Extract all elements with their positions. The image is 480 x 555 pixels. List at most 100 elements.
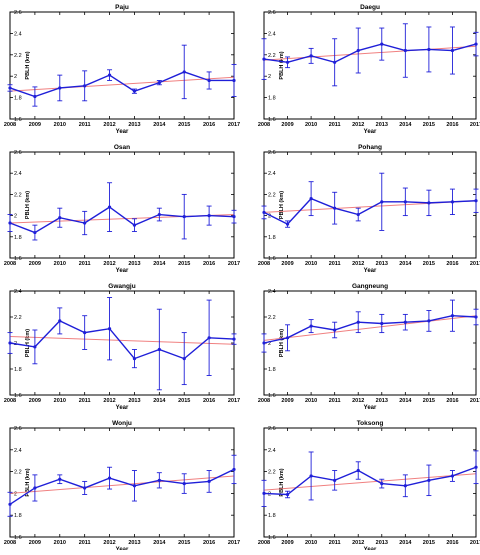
chart-title: Daegu [360,4,380,11]
data-point [33,345,37,349]
data-point [380,321,384,326]
x-tick-label: 2010 [305,122,317,128]
x-tick-label: 2016 [203,540,215,546]
data-point [309,197,313,201]
data-point [33,486,37,490]
y-tick-label: 2.2 [268,470,276,476]
data-point [309,54,313,58]
x-tick-label: 2010 [54,540,66,546]
x-tick-label: 2009 [281,540,293,546]
x-tick-label: 2016 [446,261,458,267]
x-tick-label: 2008 [4,122,16,128]
x-tick-label: 2016 [446,398,458,404]
data-point [107,476,112,480]
y-tick-label: 1.6 [14,393,22,399]
y-tick-label: 1.8 [268,235,276,241]
x-tick-label: 2013 [128,540,140,546]
data-point [58,216,62,220]
data-point [132,484,137,488]
x-tick-label: 2015 [178,122,190,128]
data-point [262,491,266,495]
y-tick-label: 1.8 [268,513,276,519]
x-tick-label: 2017 [470,261,480,267]
y-tick-label: 1.6 [14,256,22,262]
data-point [309,474,313,478]
y-tick-label: 1.8 [14,513,22,519]
x-tick-label: 2008 [258,261,270,267]
data-point [450,474,455,478]
y-tick-label: 2 [268,341,271,347]
data-point [8,502,12,506]
data-point [207,78,211,83]
x-tick-label: 2009 [29,540,41,546]
x-tick-label: 2009 [281,261,293,267]
data-point [182,481,186,486]
data-point [8,221,12,225]
chart-panel-osan: Osan 1.6 1.8 2 2.2 2.4 2.6 2008 2009 2010 2011 2012… [4,144,240,274]
data-point [474,315,478,319]
y-tick-label: 2.4 [268,171,276,177]
series-line [9,468,235,505]
data-point [58,477,62,481]
data-point [403,484,407,488]
y-tick-label: 1.8 [14,235,22,241]
data-point [157,212,161,217]
y-tick-label: 1.6 [268,256,276,262]
x-tick-label: 2010 [54,261,66,267]
y-tick-label: 1.6 [268,393,276,399]
x-tick-label: 2014 [153,261,166,267]
x-tick-label: 2017 [228,398,240,404]
x-tick-label: 2012 [103,261,115,267]
x-tick-label: 2016 [446,540,458,546]
y-tick-label: 2.6 [268,10,276,16]
data-point [356,48,360,53]
y-axis-label: PBLH (km) [279,191,285,219]
x-tick-label: 2013 [376,540,388,546]
data-point [427,201,431,205]
data-point [285,336,290,340]
y-tick-label: 2.2 [268,53,276,59]
y-tick-label: 2.6 [268,150,276,156]
data-point [474,42,478,46]
chart-panel-toksong: Toksong 1.6 1.8 2 2.2 2.4 2.6 2008 2009 2010 2011 2… [258,420,480,553]
data-point [380,200,384,204]
y-tick-label: 1.6 [14,535,22,541]
y-tick-label: 2 [268,491,271,497]
x-tick-label: 2016 [203,398,215,404]
y-axis-label: PBLH (km) [25,51,31,79]
data-point [403,200,407,204]
plot-frame [263,290,477,396]
x-tick-label: 2014 [153,540,166,546]
y-tick-label: 2.6 [14,10,22,16]
x-tick-label: 2008 [4,540,16,546]
x-tick-label: 2017 [228,261,240,267]
plot-frame [9,11,235,120]
data-point [58,86,62,90]
x-axis-label: Year [364,268,377,274]
data-point [309,324,313,328]
y-tick-label: 1.8 [268,367,276,373]
x-tick-label: 2012 [103,122,115,128]
x-tick-label: 2011 [329,122,341,128]
x-tick-label: 2013 [128,122,140,128]
x-tick-label: 2012 [352,540,364,546]
data-point [207,479,211,484]
y-axis-label: PBLH (km) [25,329,31,357]
data-point [427,319,431,323]
series-line [9,206,235,234]
data-point [380,42,384,46]
x-tick-label: 2017 [470,122,480,128]
y-tick-label: 1.6 [14,117,22,123]
data-point [474,199,478,203]
x-tick-label: 2012 [103,540,115,546]
x-tick-label: 2012 [352,398,364,404]
y-tick-label: 2.4 [14,448,22,454]
x-tick-label: 2017 [228,540,240,546]
plot-frame [263,427,477,538]
chart-panel-daegu: Daegu 1.6 1.8 2 2.2 2.4 2.6 2008 2009 2010 2011 201… [258,4,480,135]
chart-title: Osan [114,144,130,151]
y-tick-label: 2.2 [268,192,276,198]
data-point [8,341,12,345]
data-point [450,314,455,318]
x-tick-label: 2011 [79,540,91,546]
